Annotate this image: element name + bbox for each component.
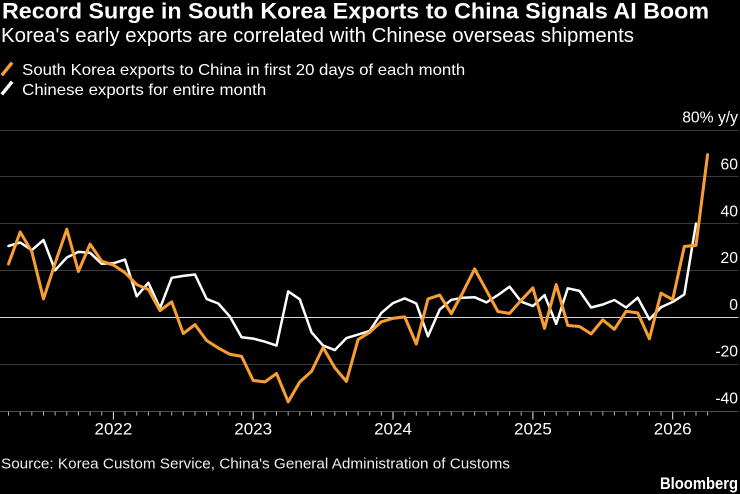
svg-text:Record Surge in South Korea Ex: Record Surge in South Korea Exports to C…	[2, 0, 709, 23]
svg-text:-20: -20	[715, 344, 738, 361]
svg-text:2026: 2026	[654, 420, 692, 439]
svg-text:-40: -40	[715, 390, 738, 407]
svg-text:2022: 2022	[94, 420, 132, 439]
svg-text:20: 20	[721, 250, 739, 267]
svg-text:Korea's early exports are corr: Korea's early exports are correlated wit…	[1, 24, 634, 47]
svg-text:Source: Korea Custom Service,: Source: Korea Custom Service, China's Ge…	[1, 457, 510, 473]
svg-text:2024: 2024	[374, 420, 412, 439]
svg-text:0: 0	[729, 297, 738, 314]
svg-text:80% y/y: 80% y/y	[682, 110, 738, 127]
svg-text:2023: 2023	[234, 420, 272, 439]
svg-text:40: 40	[721, 203, 739, 220]
svg-text:60: 60	[721, 157, 739, 174]
svg-text:South Korea exports to China i: South Korea exports to China in first 20…	[22, 62, 465, 79]
svg-text:Bloomberg: Bloomberg	[660, 474, 738, 493]
svg-text:2025: 2025	[514, 420, 552, 439]
svg-text:Chinese exports for entire mon: Chinese exports for entire month	[22, 82, 266, 99]
